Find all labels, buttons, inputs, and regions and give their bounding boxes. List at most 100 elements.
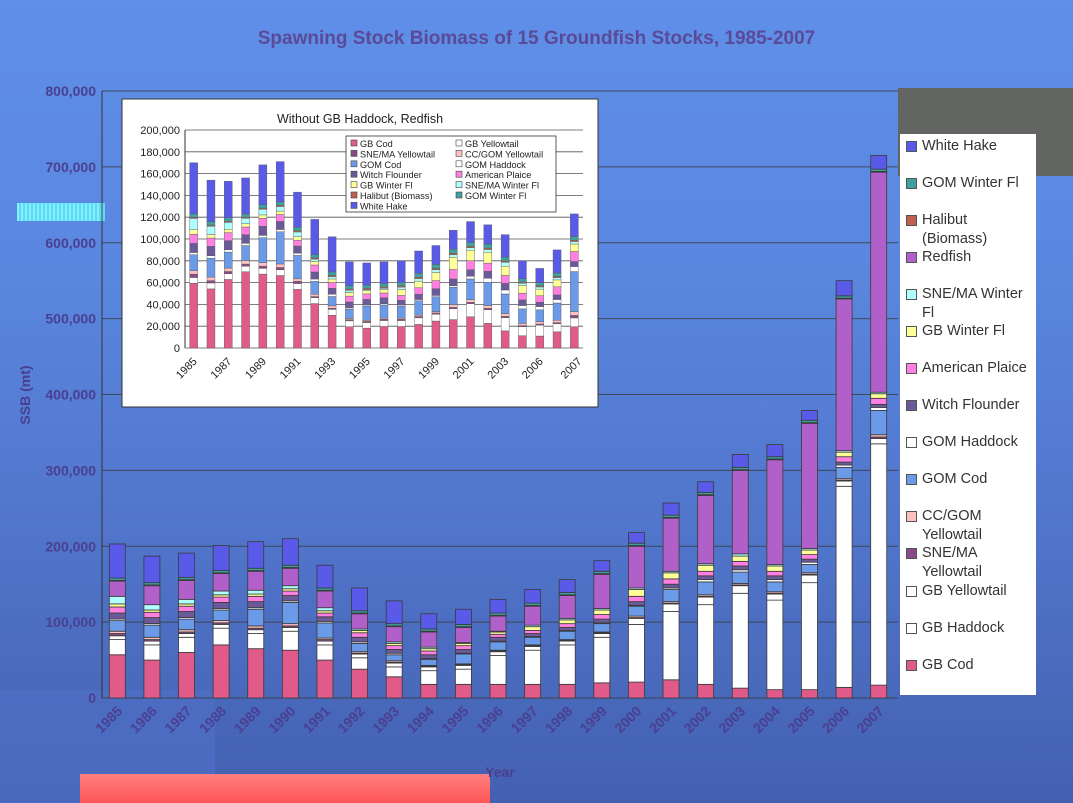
x-tick-label: 1988 [196,703,229,736]
bar-segment [489,598,507,614]
bar-segment [593,614,611,620]
inset-bar-segment [397,305,406,319]
x-tick-label: 1993 [369,703,402,736]
inset-bar-segment [362,299,371,306]
bar-segment [420,670,438,685]
bar-segment [766,593,784,601]
inset-bar-segment [293,191,302,228]
inset-bar-segment [327,236,337,273]
inset-legend-swatch [350,139,358,147]
bar-segment [454,668,472,685]
bar-segment [143,624,161,638]
inset-bar-segment [206,280,216,284]
bar-segment [385,676,403,699]
bar-segment [558,619,576,625]
inset-bar-segment [500,289,510,295]
legend-label: GOM Winter Fl [922,175,1019,191]
inset-bar-segment [241,218,250,224]
inset-bar-segment [552,286,562,296]
bar-segment [835,686,853,699]
inset-bar-segment [500,262,510,267]
bar-segment [697,564,715,572]
inset-bar-segment [327,315,337,349]
inset-legend-label: SNE/MA Winter Fl [465,181,539,191]
inset-bar-segment [327,271,337,276]
inset-y-tick-label: 160,000 [140,169,180,181]
bar-segment [420,654,438,659]
legend-swatch [906,548,917,559]
bar-segment [316,659,334,699]
inset-bar-segment [431,314,441,322]
inset-bar-segment [189,270,198,275]
inset-bar-segment [552,249,562,274]
inset-legend-swatch [350,202,358,209]
bar-segment [178,611,195,618]
bar-segment [108,595,126,605]
inset-legend-label: GOM Haddock [465,160,526,170]
inset-bar-segment [345,292,354,297]
inset-bar-segment [431,320,441,349]
x-tick-label: 1987 [161,703,194,736]
bar-segment [108,635,126,640]
bar-segment [316,607,334,612]
bar-segment [524,683,542,699]
inset-legend [345,135,557,213]
x-tick-label: 1985 [92,703,125,736]
bar-segment [351,632,368,638]
bar-segment [247,595,265,603]
inset-bar-segment [552,277,562,281]
bar-segment [316,590,334,609]
inset-bar-segment [500,275,510,284]
inset-bar-segment [500,313,510,317]
inset-bar-segment [275,210,285,215]
bar-segment [454,664,472,670]
legend-label: GOM Haddock [922,434,1018,450]
inset-bar-segment [379,326,389,349]
inset-bar-segment [327,288,337,295]
legend-item: GOM Haddock [906,433,1036,452]
bar-segment [697,683,715,699]
inset-bar-segment [310,264,319,273]
inset-bar-segment [345,308,354,319]
inset-bar-segment [224,273,233,280]
inset-bar-segment [258,204,268,209]
inset-bar-segment [483,224,493,245]
bar-segment [351,587,368,612]
legend-label: White Hake [922,138,997,154]
inset-bar-segment [570,317,579,327]
inset-bar-segment [449,254,458,258]
x-tick-label: 1995 [438,703,471,736]
inset-bar-segment [241,266,250,272]
x-tick-label: 1997 [507,703,540,736]
inset-y-tick-label: 60,000 [146,278,180,290]
inset-bar-segment [275,229,285,232]
inset-bar-segment [483,271,493,279]
inset-bar-segment [500,256,510,262]
inset-bar-segment [241,234,250,244]
bar-segment [835,485,853,688]
legend-item: White Hake [906,137,1036,156]
inset-bar-segment [431,264,441,269]
bar-segment [385,600,403,625]
inset-legend-swatch [455,181,463,188]
x-tick-label: 1994 [404,703,437,736]
legend-item: Witch Flounder [906,396,1036,415]
inset-bar-segment [570,315,579,319]
bar-segment [731,565,749,571]
inset-bar-segment [189,162,198,215]
inset-bar-segment [570,213,579,237]
inset-bar-segment [431,272,441,281]
bar-segment [593,623,611,633]
y-tick-label: 300,000 [45,462,96,478]
inset-legend-swatch [350,170,358,178]
inset-bar-segment [552,272,562,277]
bar-segment [766,565,784,572]
inset-bar-segment [189,252,198,255]
bar-segment [212,596,230,603]
inset-bar-segment [224,240,233,250]
inset-y-tick-label: 140,000 [140,190,180,202]
bar-segment [143,617,161,625]
bar-segment [801,582,818,691]
inset-bar-segment [414,294,423,300]
bar-segment [281,567,299,587]
